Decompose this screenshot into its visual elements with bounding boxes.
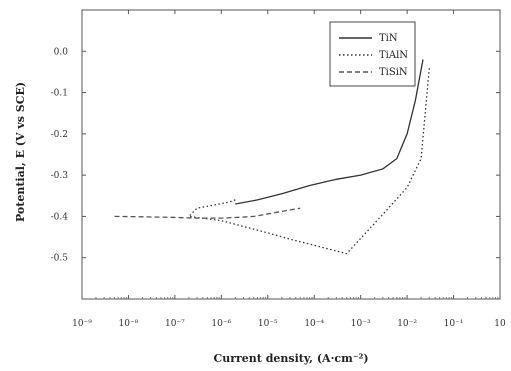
y-tick-label: -0.1 bbox=[51, 89, 68, 99]
y-tick-label: -0.5 bbox=[51, 254, 69, 264]
legend-label-tialn: TiAlN bbox=[379, 50, 408, 61]
x-axis-label: Current density, (A·cm⁻²) bbox=[213, 352, 368, 365]
x-tick-label: 10⁻⁹ bbox=[72, 319, 92, 329]
legend-label-tisin: TiSiN bbox=[379, 67, 408, 78]
x-tick-label: 10⁻² bbox=[397, 319, 417, 329]
y-tick-label: -0.4 bbox=[51, 212, 69, 222]
series-layer bbox=[114, 59, 430, 255]
legend-box bbox=[329, 21, 416, 87]
x-ticks: 10⁻⁹ 10⁻⁸ 10⁻⁷ 10⁻⁶ 10⁻⁵ 10⁻⁴ 10⁻³ 10⁻² 10⁻¹ 10 bbox=[72, 10, 506, 329]
x-tick-label: 10 bbox=[494, 319, 506, 329]
y-axis-label: Potential, E (V vs SCE) bbox=[14, 82, 27, 222]
legend: TiN TiAlN TiSiN bbox=[329, 21, 416, 87]
series-line-tin bbox=[235, 59, 424, 205]
y-ticks: 0.0 -0.1 -0.2 -0.3 -0.4 -0.5 bbox=[51, 47, 500, 264]
x-tick-label: 10⁻⁸ bbox=[119, 319, 139, 329]
y-tick-label: -0.3 bbox=[51, 171, 69, 181]
plot-frame bbox=[81, 9, 501, 300]
legend-label-tin: TiN bbox=[379, 33, 398, 44]
y-tick-label: 0.0 bbox=[54, 47, 69, 57]
x-tick-label: 10⁻³ bbox=[351, 319, 371, 329]
x-tick-label: 10⁻⁷ bbox=[165, 319, 185, 329]
x-tick-label: 10⁻⁴ bbox=[304, 319, 324, 329]
x-tick-label: 10⁻⁵ bbox=[258, 319, 278, 329]
x-tick-label: 10⁻¹ bbox=[444, 319, 464, 329]
series-line-tisin bbox=[114, 207, 301, 219]
y-tick-label: -0.2 bbox=[51, 130, 68, 140]
x-tick-label: 10⁻⁶ bbox=[211, 319, 231, 329]
